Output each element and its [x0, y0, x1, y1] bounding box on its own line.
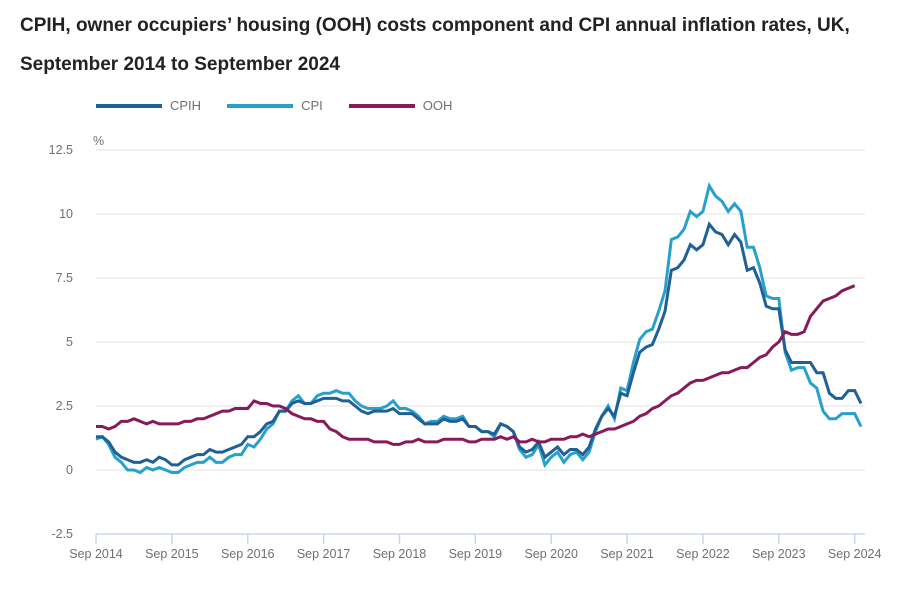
- x-tick-label: Sep 2015: [145, 547, 199, 561]
- x-tick-label: Sep 2024: [828, 547, 882, 561]
- y-tick-label: 12.5: [49, 143, 73, 157]
- legend-swatch-cpih: [96, 103, 162, 108]
- gridlines: [96, 149, 865, 471]
- legend-label-ooh: OOH: [422, 98, 453, 113]
- y-tick-label: 0: [66, 463, 73, 477]
- x-axis: Sep 2014 Sep 2015 Sep 2016 Sep 2017 Sep 2018…: [69, 533, 882, 561]
- x-tick-label: Sep 2016: [221, 547, 275, 561]
- legend-item-ooh[interactable]: OOH: [348, 98, 453, 113]
- legend: CPIH CPI OOH: [96, 98, 478, 113]
- legend-swatch-cpi: [227, 103, 294, 108]
- x-tick-label: Sep 2020: [524, 547, 578, 561]
- y-axis-unit: %: [93, 134, 104, 148]
- series-lines: [95, 182, 863, 475]
- x-tick-label: Sep 2018: [373, 547, 427, 561]
- legend-item-cpi[interactable]: CPI: [227, 98, 323, 113]
- x-tick-label: Sep 2023: [752, 547, 806, 561]
- y-axis: % 12.5 10 7.5 5 2.5 0 -2.5: [49, 134, 104, 541]
- y-tick-label: 2.5: [56, 399, 73, 413]
- y-tick-label: 10: [59, 207, 73, 221]
- legend-label-cpih: CPIH: [170, 98, 202, 113]
- x-tick-label: Sep 2019: [449, 547, 503, 561]
- x-tick-label: Sep 2014: [69, 547, 123, 561]
- y-tick-label: -2.5: [51, 527, 73, 541]
- legend-label-cpi: CPI: [301, 98, 323, 113]
- series-line-cpih[interactable]: [96, 221, 863, 467]
- x-tick-label: Sep 2021: [600, 547, 654, 561]
- x-tick-label: Sep 2022: [676, 547, 730, 561]
- legend-item-cpih[interactable]: CPIH: [96, 98, 201, 113]
- legend-swatch-ooh: [348, 103, 415, 108]
- y-tick-label: 5: [66, 335, 73, 349]
- series-line-ooh[interactable]: [96, 284, 856, 446]
- chart-title: CPIH, owner occupiers’ housing (OOH) cos…: [20, 15, 850, 75]
- y-tick-label: 7.5: [56, 271, 73, 285]
- x-tick-label: Sep 2017: [297, 547, 351, 561]
